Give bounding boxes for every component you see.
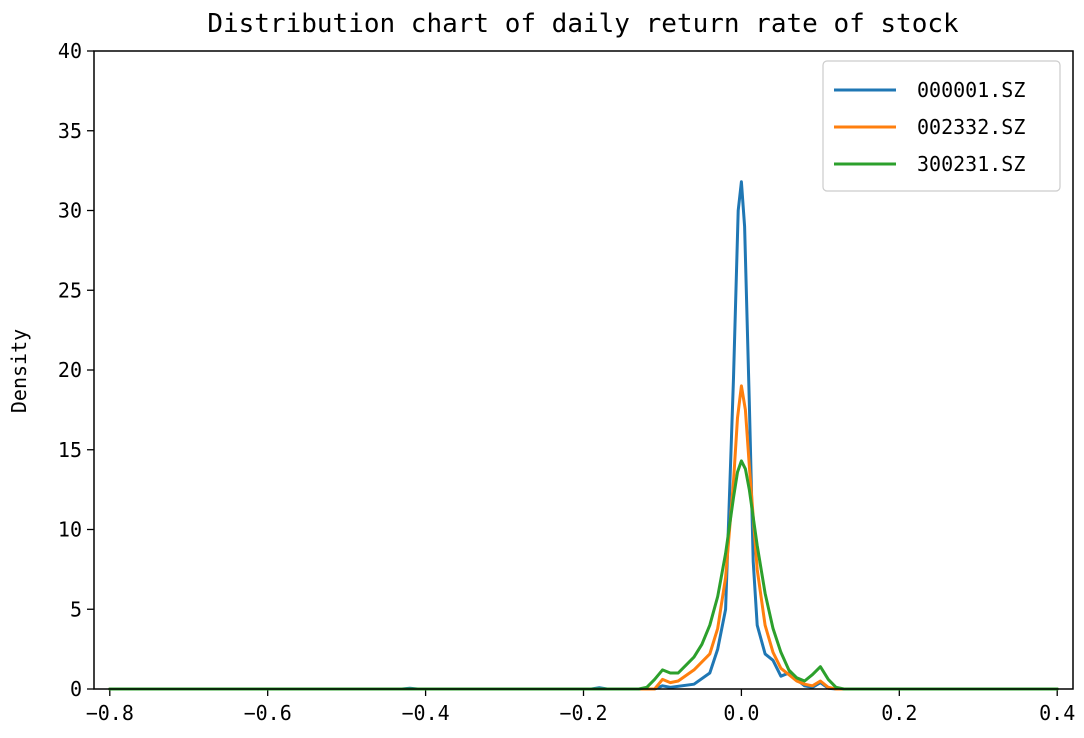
series-line-000001-sz [108, 180, 1059, 691]
y-tick-label: 30 [58, 199, 82, 223]
chart-title: Distribution chart of daily return rate … [207, 9, 959, 39]
y-axis-ticks: 0 5 10 15 20 25 30 35 40 [58, 39, 94, 701]
x-tick-label: 0.2 [881, 701, 917, 725]
y-tick-label: 35 [58, 119, 82, 143]
legend-label: 000001.SZ [917, 78, 1025, 102]
x-tick-label: −0.8 [86, 701, 134, 725]
y-tick-label: 40 [58, 39, 82, 63]
y-tick-label: 15 [58, 438, 82, 462]
y-tick-label: 0 [70, 677, 82, 701]
x-tick-label: −0.6 [244, 701, 292, 725]
y-tick-label: 5 [70, 597, 82, 621]
x-axis-ticks: −0.8 −0.6 −0.4 −0.2 0.0 0.2 0.4 [86, 689, 1075, 725]
x-tick-label: −0.4 [402, 701, 450, 725]
y-tick-label: 10 [58, 518, 82, 542]
y-tick-label: 25 [58, 278, 82, 302]
series-line-300231-sz [108, 459, 1059, 691]
legend: 000001.SZ 002332.SZ 300231.SZ [822, 60, 1061, 192]
y-axis-label: Density [7, 329, 31, 413]
series-line-002332-sz [108, 384, 1059, 691]
x-tick-label: 0.4 [1039, 701, 1075, 725]
legend-label: 002332.SZ [917, 115, 1025, 139]
x-tick-label: 0.0 [723, 701, 759, 725]
plot-area-frame [93, 50, 1074, 690]
x-tick-label: −0.2 [559, 701, 607, 725]
legend-label: 300231.SZ [917, 152, 1025, 176]
series-lines [108, 180, 1059, 691]
y-tick-label: 20 [58, 358, 82, 382]
legend-box [822, 60, 1061, 192]
